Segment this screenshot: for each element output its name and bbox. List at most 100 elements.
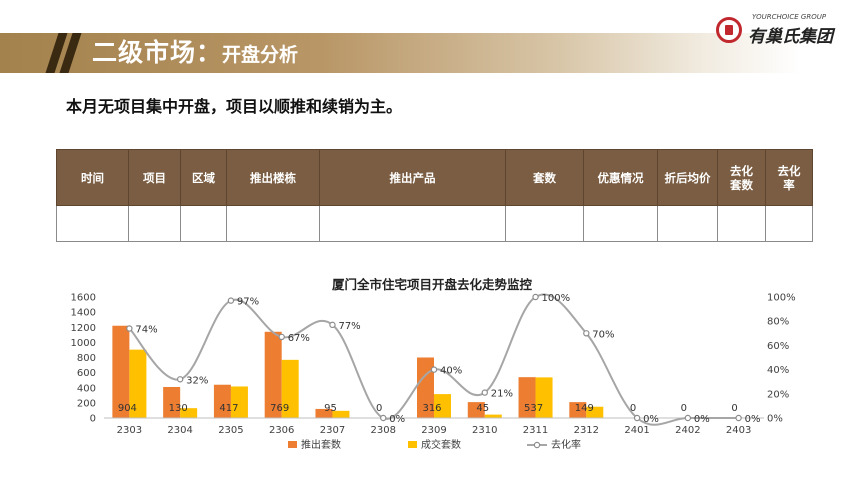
legend-swatch-pushed — [288, 441, 297, 448]
data-label-sold: 316 — [422, 403, 441, 414]
x-tick-label: 2310 — [472, 425, 497, 436]
column-header-units: 套数 — [505, 149, 584, 206]
bar-sold-units — [434, 394, 451, 418]
legend-label-pushed: 推出套数 — [301, 438, 341, 451]
y-tick-label-right: 100% — [767, 293, 796, 304]
data-label-rate: 0% — [389, 414, 405, 425]
data-label-rate: 0% — [643, 414, 659, 425]
column-header-sold-units: 去化 套数 — [717, 149, 766, 206]
bar-sold-units — [484, 414, 502, 418]
column-header-buildings: 推出楼栋 — [226, 149, 320, 206]
rate-point — [532, 293, 539, 301]
y-tick-label-right: 40% — [767, 365, 789, 376]
table-cell — [128, 205, 181, 242]
data-label-sold: 95 — [324, 403, 337, 414]
bar-pushed-units — [315, 408, 333, 418]
y-tick-label-left: 0 — [90, 414, 96, 425]
rate-point — [227, 297, 235, 304]
y-tick-label-left: 1400 — [71, 308, 96, 319]
data-label-sold: 769 — [270, 403, 289, 414]
bar-sold-units — [281, 359, 299, 418]
bar-sold-units — [586, 406, 604, 418]
data-label-rate: 77% — [338, 321, 360, 332]
rate-point — [278, 333, 285, 341]
data-label-rate: 74% — [135, 324, 157, 335]
rate-point — [380, 414, 387, 422]
chart-title: 厦门全市住宅项目开盘去化走势监控 — [332, 277, 533, 292]
x-tick-label: 2401 — [624, 425, 649, 436]
y-tick-label-right: 0% — [767, 414, 783, 425]
logo-english-text: YOURCHOICE GROUP — [752, 13, 827, 21]
bar-sold-units — [332, 410, 350, 418]
rate-point — [633, 414, 641, 422]
data-label-sold: 149 — [575, 403, 594, 414]
table-cell — [583, 205, 658, 242]
data-label-rate: 32% — [186, 375, 208, 386]
x-tick-label: 2307 — [320, 425, 345, 436]
y-tick-label-left: 1000 — [71, 338, 96, 349]
rate-point — [126, 325, 133, 332]
data-label-rate: 0% — [745, 414, 761, 425]
column-header-time: 时间 — [56, 149, 129, 206]
bar-pushed-units — [467, 402, 485, 418]
rate-point — [735, 414, 742, 422]
data-label-sold: 417 — [219, 403, 238, 414]
legend-swatch-sold — [408, 441, 417, 448]
y-tick-label-left: 800 — [77, 353, 96, 364]
column-header-project: 项目 — [128, 149, 181, 206]
table-cell — [657, 205, 718, 242]
table-cell — [226, 205, 320, 242]
x-tick-label: 2308 — [371, 425, 396, 436]
rate-point — [430, 366, 438, 373]
table-cell — [765, 205, 813, 242]
data-label-sold: 0 — [681, 403, 687, 414]
legend-marker-rate — [533, 441, 541, 449]
y-tick-label-left: 600 — [77, 368, 96, 379]
summary-headline: 本月无项目集中开盘，项目以顺推和续销为主。 — [66, 97, 403, 116]
x-tick-label: 2305 — [218, 425, 243, 436]
data-label-sold: 0 — [376, 403, 382, 414]
x-tick-label: 2304 — [167, 425, 192, 436]
data-label-sold: 45 — [476, 403, 489, 414]
table-row — [56, 205, 813, 242]
data-label-rate: 100% — [542, 293, 571, 304]
bar-pushed-units — [163, 386, 181, 418]
rate-point — [329, 321, 336, 329]
bar-sold-units — [230, 386, 248, 418]
column-header-sell-rate: 去化率 — [765, 149, 813, 206]
y-tick-label-right: 20% — [767, 389, 789, 400]
table-cell — [717, 205, 766, 242]
legend-label-sold: 成交套数 — [421, 438, 461, 451]
rate-point — [583, 330, 590, 337]
company-logo: YOURCHOICE GROUP 有巢氏集团 — [716, 13, 848, 47]
x-tick-label: 2303 — [117, 425, 142, 436]
opening-info-table: 时间 项目 区域 推出楼栋 推出产品 套数 优惠情况 折后均价 去化 套数 去化率 — [56, 149, 813, 242]
y-tick-label-left: 200 — [77, 398, 96, 409]
x-tick-label: 2402 — [675, 425, 700, 436]
data-label-rate: 67% — [288, 333, 310, 344]
data-label-sold: 904 — [118, 403, 137, 414]
bar-sold-units — [129, 349, 147, 418]
bar-pushed-units — [264, 331, 282, 418]
table-cell — [180, 205, 227, 242]
bar-pushed-units — [569, 402, 587, 418]
x-tick-label: 2311 — [523, 425, 548, 436]
y-tick-label-left: 400 — [77, 383, 96, 394]
y-tick-label-left: 1600 — [71, 293, 96, 304]
column-header-discount: 优惠情况 — [583, 149, 658, 206]
table-header-row: 时间 项目 区域 推出楼栋 推出产品 套数 优惠情况 折后均价 去化 套数 去化率 — [56, 149, 813, 206]
data-label-rate: 0% — [694, 414, 710, 425]
bar-sold-units — [535, 377, 553, 418]
data-label-rate: 40% — [440, 366, 462, 377]
y-tick-label-right: 60% — [767, 341, 789, 352]
page-title-main: 二级市场： — [92, 38, 223, 67]
data-label-rate: 21% — [491, 389, 513, 400]
data-label-sold: 537 — [524, 403, 543, 414]
bar-sold-units — [180, 408, 198, 418]
data-label-rate: 97% — [237, 297, 259, 308]
y-tick-label-left: 1200 — [71, 323, 96, 334]
column-header-region: 区域 — [180, 149, 227, 206]
bar-pushed-units — [112, 325, 130, 418]
page-title-sub: 开盘分析 — [222, 44, 299, 66]
x-tick-label: 2306 — [269, 425, 294, 436]
